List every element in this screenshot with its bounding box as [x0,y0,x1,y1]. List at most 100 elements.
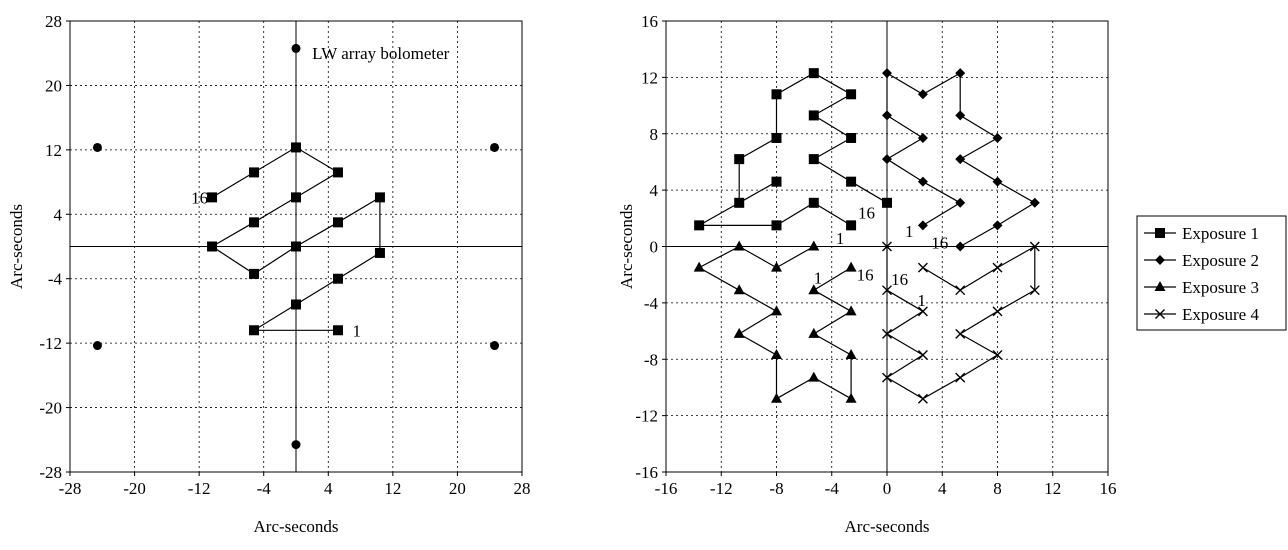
data-point [917,350,928,361]
data-point [332,217,343,228]
data-point [207,241,218,252]
data-point [693,261,705,272]
y-tick-label: -8 [644,350,658,369]
data-point [249,167,260,178]
data-point [992,176,1003,187]
data-point [808,110,819,121]
data-point [917,89,928,100]
data-point [771,132,782,143]
data-point [291,440,301,450]
data-point [917,132,928,143]
annotation-label: 16 [891,270,908,289]
y-axis-label: Arc-seconds [617,204,636,289]
data-point [808,284,820,295]
data-point [845,305,857,316]
left-chart: -28 -20 -12 -4 4 12 20 28 -28 -20 -12 -4 4 12 20 28 Arc-… [7,12,531,536]
data-point [917,306,928,317]
legend-item: Exposure 3 [1144,278,1259,297]
data-point [808,197,819,208]
x-tick-label: 4 [324,479,333,498]
x-tick-label: -16 [655,479,678,498]
data-point [291,192,301,203]
annotation-label: 1 [836,229,845,248]
x-tick-label: -12 [710,479,733,498]
data-point [771,392,782,403]
data-point [846,220,857,231]
series-line [885,245,1036,400]
y-tick-label: -12 [635,407,658,426]
x-tick-label: 0 [883,479,892,498]
data-point [291,142,301,153]
x-tick-label: -8 [769,479,783,498]
x-tick-label: 8 [993,479,1002,498]
data-point [882,241,892,252]
series-exposure-3 [693,240,857,403]
data-point [882,68,892,79]
data-point [734,154,745,165]
data-point [992,262,1003,273]
data-point [92,341,102,351]
legend-swatch-marker [1155,309,1165,319]
data-point [845,349,857,360]
data-point [882,372,892,383]
y-tick-label: 28 [45,12,62,31]
data-point [917,176,928,187]
data-point [249,325,260,336]
annotation-label: 1 [917,291,926,310]
data-point [808,68,819,79]
series-line [696,72,888,226]
data-point [332,273,343,284]
data-point [808,371,820,382]
y-tick-label: -28 [39,463,62,482]
legend-label: Exposure 4 [1182,305,1259,324]
x-axis-label: Arc-seconds [845,517,930,536]
x-tick-label: 20 [449,479,466,498]
data-point [733,284,745,295]
data-point [771,89,782,100]
data-point [846,89,857,100]
x-tick-label: 4 [938,479,947,498]
data-point [882,154,892,165]
y-tick-label: -20 [39,399,62,418]
annotation-label: LW array bolometer [312,44,450,63]
data-point [846,176,857,187]
y-tick-label: 0 [650,238,659,257]
series-markers-1 [92,43,500,450]
annotation-label: 16 [857,266,874,285]
data-point [332,325,343,336]
annotation-label: 16 [858,204,875,223]
data-point [955,372,966,383]
y-axis-label: Arc-seconds [7,204,26,289]
legend-label: Exposure 3 [1182,278,1259,297]
data-point [917,393,928,404]
y-tick-label: 16 [641,12,658,31]
data-point [771,176,782,187]
x-tick-label: -20 [123,479,146,498]
x-tick-label: 28 [514,479,531,498]
data-point [332,167,343,178]
data-point [955,154,966,165]
data-point [734,197,745,208]
data-point [882,110,892,121]
series-exposure-4 [882,241,1040,404]
legend-swatch-marker [1155,255,1165,265]
data-point [992,220,1003,231]
legend-label: Exposure 2 [1182,251,1259,270]
data-point [1029,197,1040,208]
data-point [490,142,500,152]
data-point [917,262,928,273]
legend-swatch-marker [1155,228,1165,238]
data-point [374,247,385,258]
data-point [207,192,218,203]
data-point [291,299,301,310]
legend-item: Exposure 1 [1144,224,1259,243]
data-point [374,192,385,203]
data-point [955,328,966,339]
legend-item: Exposure 4 [1144,305,1259,324]
y-tick-label: 4 [54,205,63,224]
y-tick-label: -4 [644,294,659,313]
data-point [955,285,966,296]
y-tick-label: -4 [48,270,63,289]
y-tick-label: -12 [39,334,62,353]
